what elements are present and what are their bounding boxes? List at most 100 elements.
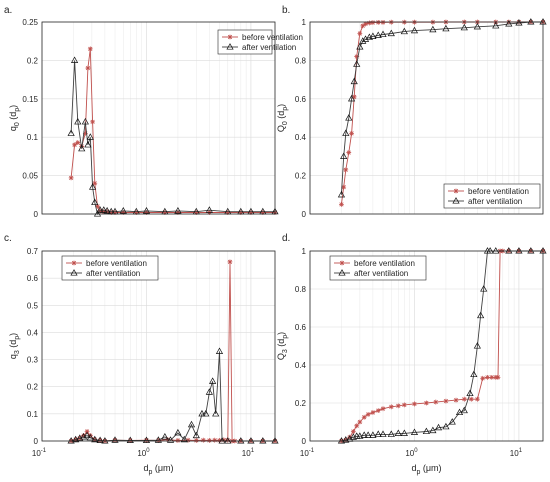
data-point (400, 27, 408, 35)
data-point (375, 408, 381, 413)
data-point (187, 420, 196, 428)
data-point (357, 419, 363, 425)
data-point (221, 437, 227, 443)
y-tick-label: 0.2 (27, 383, 39, 392)
data-point (347, 434, 353, 440)
data-point (379, 30, 387, 38)
data-point (165, 437, 171, 443)
x-tick-label: 100 (405, 448, 418, 458)
data-point (433, 399, 439, 405)
data-point (81, 433, 86, 438)
data-point (387, 430, 395, 437)
data-point (68, 175, 74, 181)
series-after-ventilation (67, 56, 279, 217)
y-tick-label: 0.8 (295, 56, 307, 65)
y-tick-label: 0.4 (27, 328, 39, 337)
data-point (86, 133, 94, 140)
legend-marker (452, 197, 460, 204)
data-point (81, 117, 89, 125)
data-point (101, 209, 107, 215)
legend-label: after ventilation (242, 43, 296, 52)
data-point (72, 142, 77, 148)
data-point (473, 342, 481, 349)
legend-marker (226, 43, 234, 50)
data-point (192, 431, 200, 439)
data-point (354, 423, 360, 429)
data-point (480, 375, 486, 381)
legend-label: after ventilation (468, 197, 522, 206)
y-tick-label: 0.2 (27, 56, 39, 65)
series-line (70, 60, 275, 216)
y-tick-label: 0.6 (295, 323, 307, 332)
data-point (360, 431, 368, 438)
data-point (349, 130, 354, 136)
data-point (492, 21, 500, 29)
data-point (374, 31, 382, 38)
data-point (212, 409, 220, 417)
data-point (387, 29, 395, 37)
data-point (370, 410, 376, 415)
data-point (477, 311, 485, 319)
data-point (161, 433, 169, 440)
data-point (96, 436, 104, 444)
data-point (353, 60, 361, 67)
data-point (185, 437, 191, 443)
x-axis-label: dp (μm) (143, 463, 173, 476)
panel-2: b. 0 0.2 0.4 0.6 0.8 1 Q0 (dp) before ventilatio… (276, 5, 547, 219)
data-point (486, 247, 494, 254)
data-point (350, 429, 356, 434)
data-point (460, 23, 468, 31)
y-axis-label: Q0 (dp) (276, 104, 289, 132)
data-point (364, 431, 372, 438)
data-point (142, 436, 151, 444)
data-point (84, 140, 92, 148)
data-point (410, 26, 419, 34)
data-point (193, 210, 199, 215)
data-point (412, 401, 417, 407)
legend-label: before ventilation (86, 259, 147, 268)
data-point (86, 433, 94, 441)
data-point (351, 94, 357, 100)
series-before-ventilation (68, 46, 278, 215)
data-point (225, 210, 231, 215)
data-point (337, 437, 346, 444)
x-tick-label: 101 (242, 448, 255, 458)
data-point (480, 285, 488, 292)
panel-letter: a. (4, 5, 12, 16)
data-point (67, 437, 75, 444)
data-point (340, 152, 348, 159)
data-point (359, 37, 367, 44)
data-point (350, 77, 358, 85)
data-point (342, 129, 350, 136)
data-point (370, 20, 376, 25)
data-point (505, 19, 513, 27)
legend-label: before ventilation (354, 259, 415, 268)
data-point (96, 206, 104, 213)
data-point (434, 423, 443, 431)
y-axis-label: q3 (dp) (8, 333, 21, 359)
data-point (200, 437, 206, 443)
data-point (460, 406, 468, 414)
axes-frame (41, 250, 276, 442)
y-tick-label: 0.25 (22, 18, 38, 27)
data-point (343, 167, 349, 173)
x-tick-label: 10-1 (300, 448, 315, 458)
data-point (224, 437, 232, 444)
y-tick-label: 0.4 (295, 133, 307, 142)
data-point (111, 436, 119, 443)
legend-label: before ventilation (242, 33, 303, 42)
data-point (474, 396, 480, 402)
data-point (87, 433, 93, 438)
data-point (202, 409, 210, 417)
x-axis-label: dp (μm) (411, 463, 441, 476)
data-point (442, 422, 450, 430)
data-point (341, 184, 347, 190)
legend-label: after ventilation (354, 269, 408, 278)
panel-3: c. 0 0.1 0.2 0.3 0.4 0.5 0.6 0.7 10-1 100 101 dp (μm… (4, 233, 279, 476)
data-point (337, 190, 346, 198)
data-point (67, 129, 75, 136)
data-point (88, 183, 97, 190)
y-tick-label: 0.6 (295, 95, 307, 104)
